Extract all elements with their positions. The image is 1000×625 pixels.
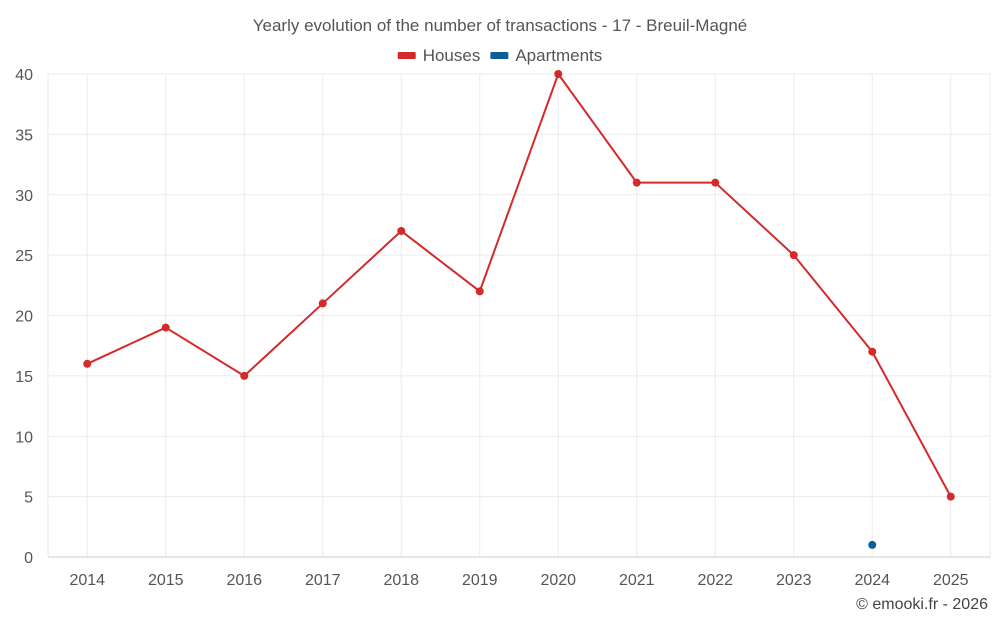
- legend-item-houses[interactable]: Houses: [397, 46, 481, 65]
- chart-title: Yearly evolution of the number of transa…: [253, 16, 748, 35]
- legend-swatch: [397, 52, 416, 59]
- x-axis-ticks: 2014 2015 2016 2017 2018 2019 2020 2021 2022 2023…: [69, 572, 968, 589]
- y-tick-label: 5: [24, 490, 33, 507]
- data-point-houses[interactable]: [475, 287, 484, 296]
- x-tick-label: 2016: [226, 572, 262, 589]
- x-tick-label: 2018: [383, 572, 419, 589]
- x-tick-label: 2023: [776, 572, 812, 589]
- data-point-houses[interactable]: [554, 70, 563, 78]
- data-point-houses[interactable]: [161, 323, 170, 332]
- x-tick-label: 2024: [854, 572, 890, 589]
- data-point-houses[interactable]: [711, 178, 720, 187]
- data-point-houses[interactable]: [83, 359, 92, 368]
- credit-text: © emooki.fr - 2026: [856, 596, 988, 613]
- data-point-houses[interactable]: [946, 492, 955, 501]
- x-tick-label: 2020: [540, 572, 576, 589]
- data-point-houses[interactable]: [868, 347, 877, 356]
- y-tick-label: 30: [15, 188, 33, 205]
- series-line-houses: [86, 73, 952, 498]
- x-gridlines: [47, 74, 991, 557]
- y-tick-label: 35: [15, 127, 33, 144]
- legend-item-apartments[interactable]: Apartments: [490, 46, 602, 65]
- y-gridlines: [48, 73, 990, 498]
- data-point-houses[interactable]: [318, 299, 327, 308]
- y-tick-label: 40: [15, 67, 33, 84]
- x-tick-label: 2014: [69, 572, 105, 589]
- data-point-houses[interactable]: [240, 371, 249, 380]
- x-tick-label: 2025: [933, 572, 969, 589]
- y-tick-label: 20: [15, 309, 33, 326]
- y-tick-label: 25: [15, 248, 33, 265]
- y-tick-label: 15: [15, 369, 33, 386]
- x-tick-label: 2017: [305, 572, 341, 589]
- y-axis-ticks: 0 5 10 15 20 25 30 35 40: [15, 67, 33, 567]
- x-tick-label: 2015: [148, 572, 184, 589]
- legend: Houses Apartments: [397, 46, 602, 65]
- data-point-houses[interactable]: [632, 178, 641, 187]
- data-point-apartments[interactable]: [868, 540, 877, 549]
- legend-label: Houses: [423, 46, 481, 65]
- x-tick-label: 2022: [697, 572, 733, 589]
- x-tick-label: 2019: [462, 572, 498, 589]
- series-apartments: [868, 540, 877, 549]
- series-layer: [83, 70, 955, 549]
- legend-swatch: [490, 52, 509, 59]
- data-point-houses[interactable]: [397, 226, 406, 235]
- data-point-houses[interactable]: [789, 251, 798, 260]
- x-tick-label: 2021: [619, 572, 655, 589]
- series-houses: [83, 70, 955, 501]
- y-tick-label: 0: [24, 550, 33, 567]
- y-tick-label: 10: [15, 429, 33, 446]
- legend-label: Apartments: [515, 46, 602, 65]
